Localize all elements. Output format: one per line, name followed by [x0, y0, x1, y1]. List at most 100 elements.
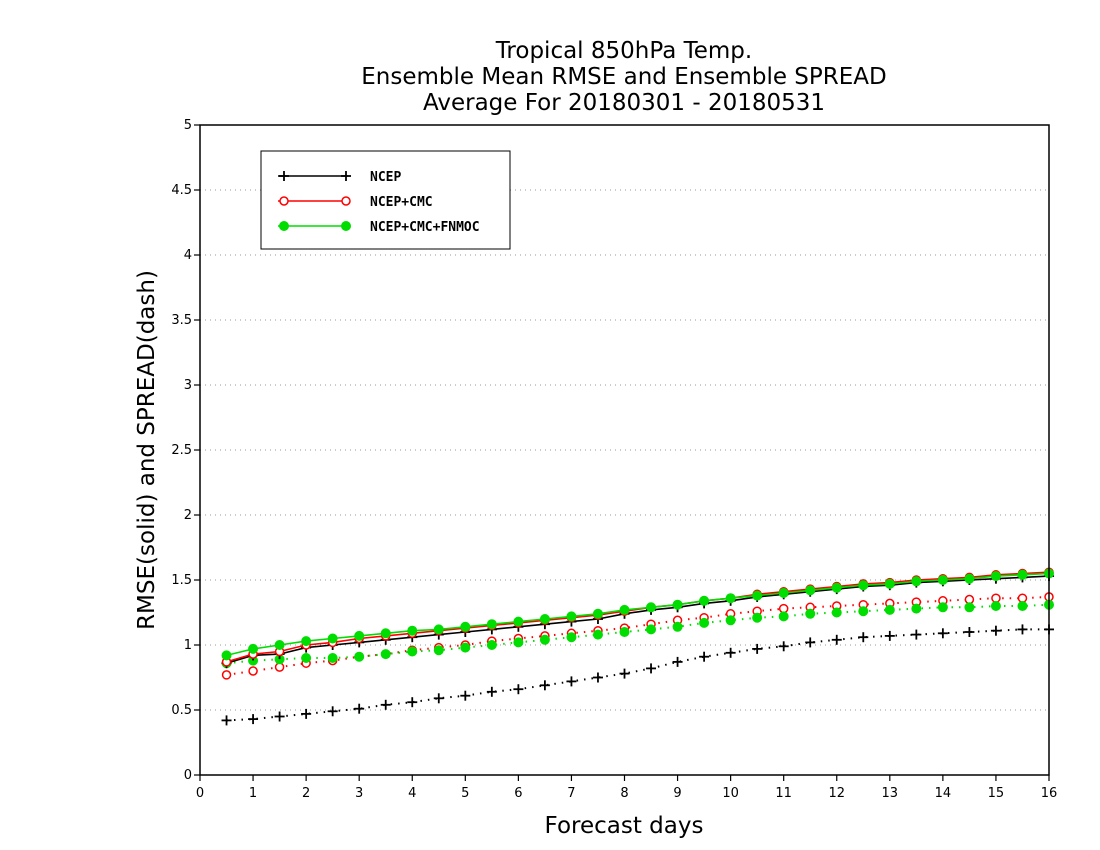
ncep-spread-point	[566, 676, 577, 687]
ncep-cmc-fnmoc-spread-point	[380, 649, 391, 660]
legend-label: NCEP+CMC	[370, 195, 433, 210]
legend-item-ncep-cmc-fnmoc: NCEP+CMC+FNMOC	[278, 220, 480, 235]
ncep-cmc-fnmoc-rmse-point	[805, 585, 816, 596]
x-tick-label: 7	[567, 786, 575, 801]
ncep-cmc-fnmoc-spread-point	[911, 603, 922, 614]
y-axis: 0 0.5 1 1.5 2 2.5 3 3.5 4 4.5 5	[171, 118, 200, 783]
x-tick-label: 2	[302, 786, 310, 801]
ncep-cmc-fnmoc-spread-point	[433, 645, 444, 656]
ncep-spread-point	[327, 706, 338, 717]
title-line-1: Tropical 850hPa Temp.	[495, 38, 752, 64]
series-ncep-cmc-fnmoc-rmse	[221, 568, 1054, 661]
x-tick-label: 3	[355, 786, 363, 801]
y-tick-label: 1	[184, 638, 192, 653]
x-tick-label: 8	[620, 786, 628, 801]
title-line-3: Average For 20180301 - 20180531	[423, 90, 825, 116]
ncep-cmc-fnmoc-spread-point	[486, 640, 497, 650]
ncep-spread-point	[778, 641, 789, 652]
ncep-cmc-fnmoc-rmse-point	[460, 621, 471, 632]
title-line-2: Ensemble Mean RMSE and Ensemble SPREAD	[361, 64, 886, 90]
ncep-cmc-spread-point	[221, 670, 232, 680]
ncep-cmc-fnmoc-spread-point	[884, 604, 895, 615]
ncep-cmc-fnmoc-rmse-point	[964, 573, 975, 584]
ncep-cmc-fnmoc-spread-point	[301, 653, 312, 663]
ncep-cmc-fnmoc-spread-point	[592, 629, 603, 640]
ncep-cmc-fnmoc-rmse-point	[672, 599, 683, 610]
ncep-cmc-fnmoc-spread-point	[1017, 601, 1028, 611]
legend-label: NCEP+CMC+FNMOC	[370, 220, 480, 235]
ncep-cmc-fnmoc-spread-point	[725, 615, 736, 626]
ncep-cmc-fnmoc-spread-point	[407, 646, 418, 657]
ncep-cmc-fnmoc-rmse-point	[937, 575, 948, 585]
x-tick-label: 1	[249, 786, 257, 801]
ncep-spread-point	[752, 643, 763, 654]
ncep-cmc-fnmoc-rmse-point	[752, 590, 763, 601]
x-tick-label: 4	[408, 786, 416, 801]
y-tick-label: 1.5	[171, 573, 192, 588]
ncep-cmc-fnmoc-rmse-point	[911, 576, 922, 587]
ncep-spread-point	[699, 651, 710, 662]
ncep-cmc-fnmoc-rmse-point	[327, 633, 338, 644]
ncep-cmc-fnmoc-spread-point	[752, 612, 763, 623]
ncep-cmc-fnmoc-spread-point	[672, 621, 683, 632]
x-tick-label: 0	[196, 786, 204, 801]
ncep-rmse-line	[226, 575, 1050, 664]
ncep-spread-point	[831, 634, 842, 645]
ncep-cmc-fnmoc-rmse-point	[539, 614, 550, 624]
ncep-spread-point	[513, 684, 524, 695]
legend-marker	[341, 221, 351, 231]
ncep-cmc-fnmoc-spread-point	[937, 602, 948, 613]
ncep-spread-point	[301, 708, 312, 719]
ncep-spread-point	[486, 686, 497, 697]
x-tick-label: 14	[935, 786, 952, 801]
ncep-cmc-fnmoc-rmse-point	[407, 625, 418, 636]
x-tick-label: 15	[988, 786, 1005, 801]
ncep-cmc-fnmoc-rmse-point	[884, 578, 895, 589]
ncep-spread-point	[380, 699, 391, 710]
ncep-cmc-fnmoc-rmse-point	[778, 588, 789, 598]
series-ncep-cmc-fnmoc-spread	[221, 599, 1054, 669]
y-tick-label: 3	[184, 378, 192, 393]
y-tick-label: 5	[184, 118, 192, 133]
legend: NCEP NCEP+CMC NCEP+CMC+FNMOC	[260, 150, 511, 250]
y-tick-label: 4	[184, 248, 192, 263]
x-tick-label: 12	[828, 786, 845, 801]
ncep-spread-point	[619, 668, 630, 679]
x-axis: 0 1 2 3 4 5 6 7 8 9 10 11 12 13 14 15 16	[196, 775, 1057, 801]
ncep-cmc-fnmoc-rmse-point	[513, 616, 524, 627]
x-tick-label: 9	[673, 786, 681, 801]
ncep-spread-point	[937, 628, 948, 639]
ncep-spread-point	[990, 625, 1001, 636]
ncep-cmc-fnmoc-spread-point	[354, 651, 365, 662]
ncep-cmc-fnmoc-rmse-point	[646, 602, 657, 613]
ncep-cmc-fnmoc-rmse-point	[301, 636, 312, 647]
ncep-spread-point	[725, 647, 736, 658]
y-tick-label: 2.5	[171, 443, 192, 458]
x-tick-label: 13	[882, 786, 899, 801]
series-ncep-cmc-rmse	[221, 567, 1054, 667]
ncep-cmc-fnmoc-spread-point	[646, 624, 657, 635]
ncep-spread-point	[911, 629, 922, 640]
ncep-spread-point	[884, 630, 895, 641]
ncep-spread-point	[460, 690, 471, 701]
ncep-cmc-fnmoc-spread-point	[327, 653, 338, 663]
ncep-cmc-fnmoc-rmse-point	[566, 611, 577, 622]
ncep-cmc-fnmoc-spread-line	[226, 603, 1050, 665]
ncep-cmc-spread-point	[778, 603, 789, 614]
ncep-cmc-fnmoc-spread-point	[566, 632, 577, 643]
ncep-cmc-fnmoc-spread-point	[460, 642, 471, 653]
ncep-cmc-fnmoc-rmse-point	[592, 608, 603, 619]
series-ncep-rmse	[221, 571, 1054, 669]
ncep-cmc-fnmoc-rmse-point	[1017, 569, 1028, 580]
series-layer	[221, 567, 1054, 726]
ncep-spread-point	[248, 714, 259, 725]
series-ncep-cmc-spread	[221, 592, 1054, 680]
ncep-cmc-fnmoc-spread-point	[539, 634, 550, 645]
ncep-spread-point	[407, 697, 418, 708]
ncep-cmc-fnmoc-rmse-point	[248, 643, 259, 654]
ncep-cmc-fnmoc-rmse-point	[354, 630, 365, 641]
ncep-cmc-fnmoc-rmse-point	[619, 604, 630, 615]
ncep-cmc-rmse-line	[226, 571, 1050, 663]
ncep-cmc-fnmoc-spread-point	[831, 607, 842, 618]
ncep-cmc-fnmoc-spread-point	[858, 606, 869, 617]
